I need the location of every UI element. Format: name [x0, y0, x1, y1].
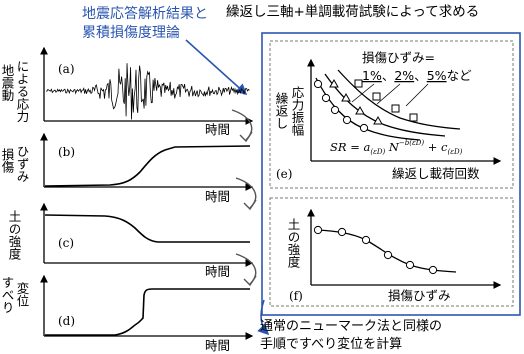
panel-e-xlabel: 繰返し載荷回数: [392, 166, 480, 181]
annotation-top-right: 繰返し三軸+単調載荷試験によって求める: [226, 4, 479, 20]
panel-c-curve: [44, 214, 250, 243]
panel-d: すべり 変位 (d) 時間: [0, 274, 254, 353]
panel-d-ylabel-col1: すべり: [0, 276, 15, 314]
panel-c-label: (c): [58, 236, 74, 250]
panel-e-ylabel-col1: 繰返し: [274, 92, 289, 130]
result-arrow: [257, 299, 270, 336]
legend-item-2: 2%: [394, 68, 414, 83]
panel-a-ylabel-col2: による応力: [15, 60, 30, 123]
curved-arrow-icon: [231, 109, 257, 287]
panel-f-curve: [317, 229, 457, 273]
panel-e: 繰返し 応力振幅 損傷ひずみ= 1%、2%、5%など: [274, 50, 502, 181]
curve-5pct: [337, 69, 461, 130]
panel-f-box: [269, 197, 514, 307]
annotation-bottom-1: 通常のニューマーク法と同様の: [260, 319, 442, 334]
panel-a-label: (a): [58, 62, 75, 76]
leader-1: [351, 83, 375, 103]
panel-b-xlabel: 時間: [205, 189, 230, 204]
panel-e-ylabel-col2: 応力振幅: [290, 86, 305, 137]
curve-2pct: [324, 73, 446, 137]
markers-2pct: [329, 78, 383, 125]
panel-f-label: (f): [289, 289, 303, 303]
right-frame: [261, 32, 521, 316]
panel-c: 土の強度 (c) 時間: [7, 202, 254, 279]
legend-item-3: 5%: [427, 68, 447, 83]
panel-b-curve: [44, 145, 251, 187]
markers-f: [313, 225, 438, 275]
panel-f-ylabel: 土の強度: [286, 218, 301, 268]
panel-c-xlabel: 時間: [205, 264, 230, 279]
seismic-trace: [45, 63, 250, 120]
panel-a: 地震動 による応力 (a) 時間: [0, 46, 254, 137]
panel-f: 土の強度 (f) 損傷ひずみ: [286, 208, 502, 303]
panel-f-xlabel: 損傷ひずみ: [388, 288, 451, 303]
panel-b-label: (b): [58, 145, 75, 159]
legend-item-1: 1%: [362, 68, 382, 83]
leader-2: [376, 83, 401, 105]
panel-d-ylabel-col2: 変位: [15, 281, 30, 307]
panel-c-ylabel: 土の強度: [7, 210, 22, 260]
panel-b: 損傷 ひずみ (b) 時間: [0, 132, 254, 204]
panel-a-xlabel: 時間: [205, 122, 230, 137]
markers-1pct: [313, 79, 369, 133]
panel-b-ylabel-col1: 損傷: [0, 147, 15, 174]
annotation-top-left-2: 累積損傷度理論: [82, 25, 180, 41]
panel-a-ylabel-col1: 地震動: [0, 64, 15, 102]
link-arrow: [185, 39, 248, 96]
panel-e-formula: SR = a(εD) N−b(εD) + c(εD): [330, 139, 463, 156]
panel-e-label: (e): [276, 167, 292, 181]
panel-b-ylabel-col2: ひずみ: [15, 145, 30, 183]
panel-d-label: (d): [58, 314, 75, 328]
panel-e-legend-title: 損傷ひずみ=: [362, 50, 435, 65]
panel-d-curve: [45, 288, 250, 336]
panel-d-xlabel: 時間: [205, 338, 230, 353]
panel-e-box: [269, 40, 514, 189]
markers-5pct: [354, 79, 418, 122]
annotation-top-left-1: 地震応答解析結果と: [82, 5, 208, 22]
leader-3: [405, 83, 429, 107]
annotation-bottom-2: 手順ですべり変位を計算: [260, 336, 402, 352]
panel-e-legend: 1%、2%、5%など: [362, 68, 472, 83]
